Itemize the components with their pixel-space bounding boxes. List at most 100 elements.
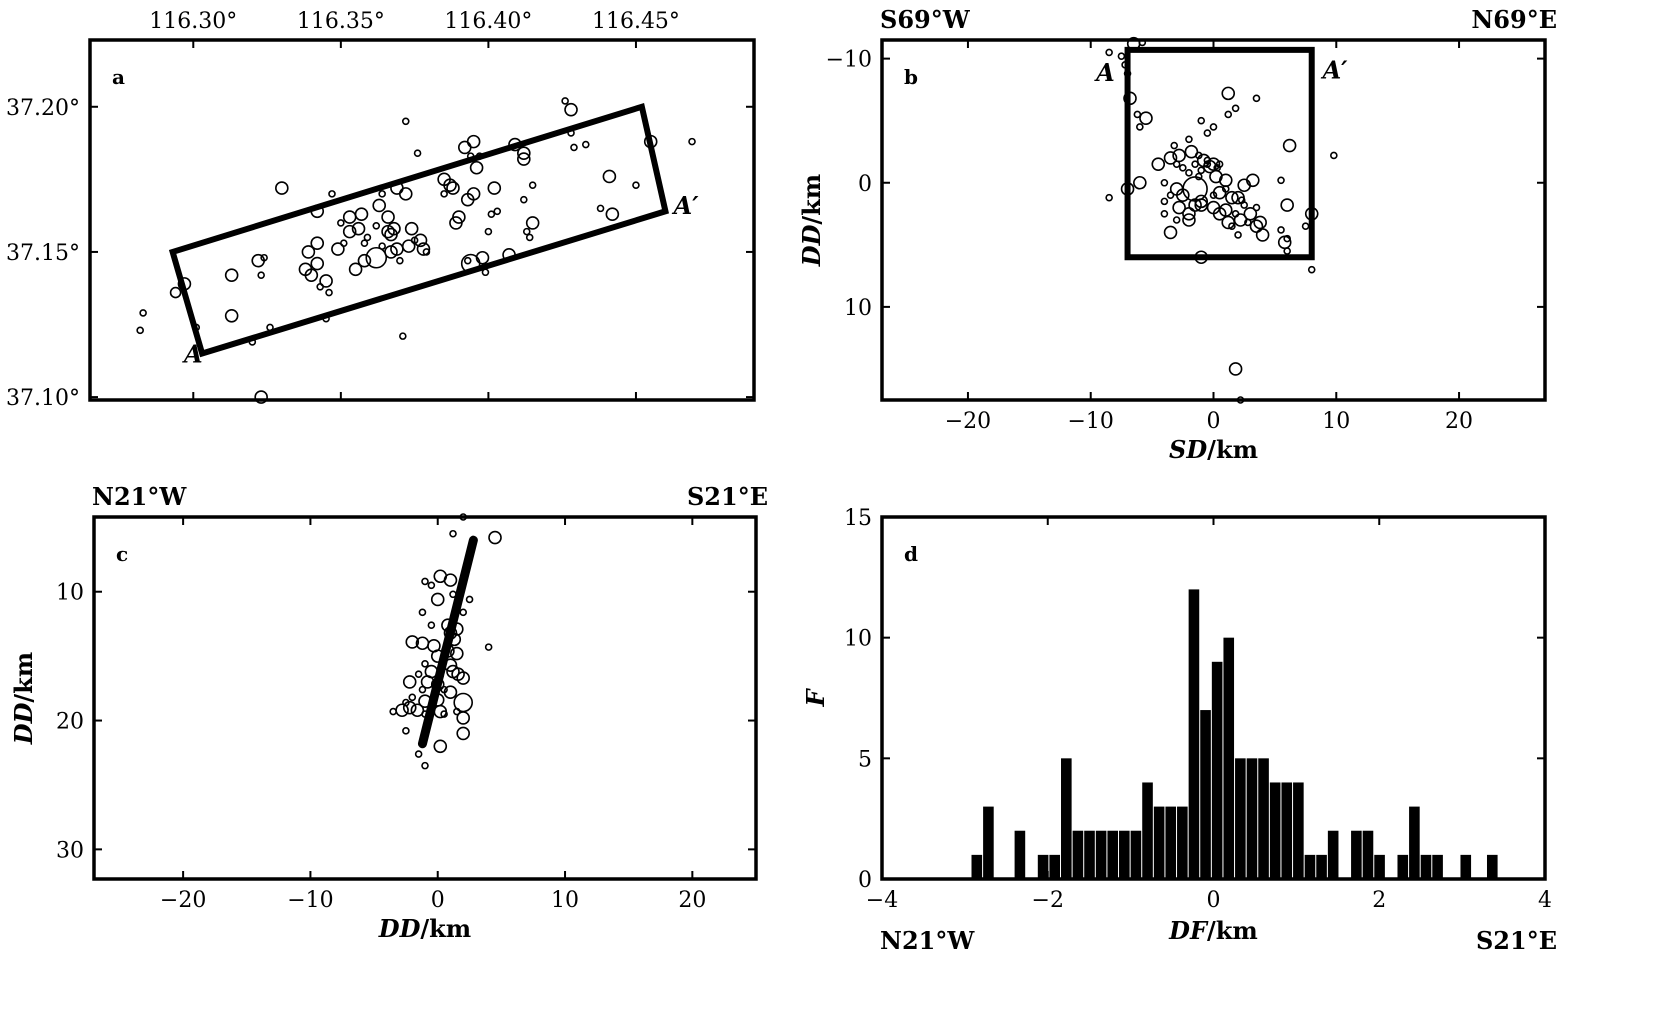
event-point	[224, 268, 239, 282]
event-point	[449, 529, 457, 538]
y-axis-label: F	[801, 688, 830, 708]
event-point	[1166, 191, 1175, 199]
event-point	[487, 210, 496, 218]
histogram-bar	[1200, 710, 1211, 879]
event-point	[475, 152, 484, 160]
histogram-bar	[1142, 782, 1153, 879]
event-point	[1136, 123, 1144, 131]
event-point	[378, 242, 386, 250]
event-point	[357, 253, 372, 268]
histogram-bar	[1235, 758, 1246, 879]
event-point	[688, 137, 696, 146]
histogram-bar	[1119, 830, 1130, 879]
histogram-bar	[1223, 637, 1235, 879]
event-point	[1133, 175, 1147, 190]
event-point	[418, 608, 427, 617]
event-point	[1282, 138, 1297, 153]
event-point	[1172, 200, 1186, 215]
event-point	[402, 700, 417, 715]
x-axis-label: DF/km	[1168, 916, 1258, 945]
event-point	[1170, 141, 1179, 150]
event-point	[1163, 151, 1178, 165]
event-point	[413, 233, 428, 248]
x-tick-label: 0	[1207, 409, 1221, 434]
event-point	[1123, 91, 1137, 106]
histogram-bar	[1432, 854, 1443, 879]
histogram-bar	[1327, 830, 1339, 879]
x-axis-label: DD/km	[378, 914, 471, 943]
x-tick-label: 116.40°	[444, 9, 532, 34]
event-point	[440, 710, 448, 718]
event-point	[567, 129, 575, 137]
panel-frame	[92, 515, 758, 881]
event-point	[360, 239, 369, 248]
event-point	[508, 137, 522, 152]
y-tick-label: 37.15°	[6, 241, 80, 266]
histogram-bar	[1084, 830, 1095, 879]
event-point	[1307, 265, 1316, 274]
histogram-bar	[983, 806, 994, 879]
event-point	[1194, 250, 1209, 265]
event-point	[449, 590, 457, 599]
event-point	[441, 618, 455, 633]
event-point	[1218, 203, 1233, 217]
event-point	[459, 513, 467, 521]
profile-box	[168, 102, 670, 358]
event-point	[421, 761, 429, 770]
event-point	[632, 181, 640, 189]
event-point	[481, 268, 490, 277]
event-point	[528, 181, 537, 189]
event-point	[525, 216, 540, 230]
event-point	[257, 271, 265, 279]
event-point	[372, 222, 381, 230]
event-point	[414, 750, 423, 758]
histogram-bar	[1316, 854, 1327, 879]
event-point	[408, 693, 417, 702]
event-point	[319, 274, 333, 288]
event-point	[453, 707, 461, 716]
histogram-bar	[1351, 830, 1362, 879]
event-point	[487, 181, 502, 195]
event-point	[1330, 151, 1338, 160]
event-point	[1237, 196, 1246, 204]
y-axis-label: DD/km	[797, 174, 826, 267]
histogram-bar	[1107, 830, 1119, 879]
event-point	[1160, 209, 1169, 218]
event-point	[404, 221, 419, 236]
event-point	[420, 675, 435, 689]
event-point	[365, 246, 388, 269]
event-point	[465, 595, 474, 604]
event-point	[381, 210, 395, 224]
event-point	[1203, 129, 1212, 137]
event-point	[348, 262, 363, 277]
event-point	[570, 143, 578, 152]
event-point	[1283, 247, 1291, 255]
event-point	[1252, 203, 1261, 212]
event-point	[443, 178, 457, 192]
direction-label-right: N69°E	[1471, 5, 1557, 34]
histogram-bar	[1246, 758, 1258, 879]
event-point	[443, 626, 458, 640]
x-tick-label: 116.30°	[149, 9, 237, 34]
event-point	[484, 643, 493, 651]
event-point	[466, 187, 481, 201]
event-point	[525, 233, 534, 242]
panel-frame	[880, 38, 1547, 402]
histogram-bar	[1072, 830, 1084, 879]
x-tick-label: 0	[431, 888, 445, 913]
event-point	[421, 660, 429, 668]
event-point	[1138, 38, 1147, 47]
event-point	[389, 707, 397, 716]
panel-a: a 116.30° 116.35° 116.40° 116.45° 37.20° 37.15…	[6, 9, 756, 411]
histogram-bar	[1037, 854, 1049, 879]
event-point	[169, 286, 182, 299]
histogram-bar	[971, 854, 983, 879]
histogram-bar	[1153, 806, 1165, 879]
x-tick-label: 20	[678, 888, 706, 913]
event-point	[605, 207, 620, 221]
event-point	[1218, 173, 1233, 188]
event-point	[1185, 169, 1193, 177]
event-point	[139, 309, 147, 317]
event-point	[1163, 225, 1178, 240]
